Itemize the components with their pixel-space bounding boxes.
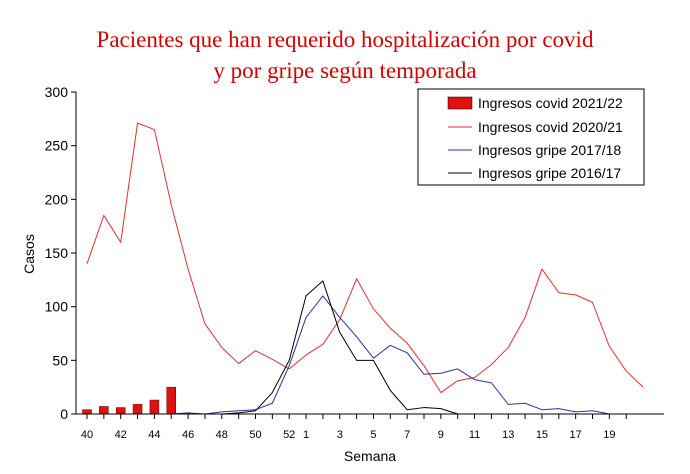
bar bbox=[115, 407, 126, 415]
x-tick-label: 50 bbox=[249, 429, 261, 441]
x-tick-label: 7 bbox=[404, 429, 410, 441]
legend-label-covid-2021-22: Ingresos covid 2021/22 bbox=[478, 95, 623, 111]
chart-title-line-1: Pacientes que han requerido hospitalizac… bbox=[97, 27, 594, 52]
bar bbox=[99, 406, 109, 415]
x-tick-label: 44 bbox=[148, 429, 160, 441]
x-axis-label: Semana bbox=[344, 448, 396, 464]
y-tick-label: 150 bbox=[45, 245, 69, 261]
y-axis: 0 50 100 150 200 250 300 bbox=[45, 84, 76, 422]
x-tick-label: 1 bbox=[303, 429, 309, 441]
legend: Ingresos covid 2021/22 Ingresos covid 20… bbox=[417, 88, 645, 186]
y-tick-label: 50 bbox=[52, 352, 68, 368]
bar bbox=[166, 386, 176, 415]
x-tick-label: 42 bbox=[115, 429, 127, 441]
y-axis-label: Casos bbox=[21, 234, 37, 274]
series-line bbox=[87, 280, 458, 415]
y-tick-label: 0 bbox=[60, 406, 68, 422]
x-tick-label: 40 bbox=[81, 429, 93, 441]
x-tick-label: 3 bbox=[337, 429, 343, 441]
x-tick-label: 9 bbox=[438, 429, 444, 441]
x-axis: 40 42 44 46 48 50 52 1 3 5 7 9 11 13 15 17 19 bbox=[81, 414, 627, 441]
legend-label-gripe-2016-17: Ingresos gripe 2016/17 bbox=[478, 165, 621, 181]
y-tick-label: 100 bbox=[45, 299, 69, 315]
legend-label-gripe-2017-18: Ingresos gripe 2017/18 bbox=[478, 142, 621, 158]
y-tick-label: 250 bbox=[45, 138, 69, 154]
bar bbox=[149, 399, 160, 415]
bar bbox=[82, 409, 92, 415]
x-tick-label: 5 bbox=[370, 429, 376, 441]
x-tick-label: 13 bbox=[502, 429, 514, 441]
x-tick-label: 15 bbox=[536, 429, 548, 441]
y-tick-label: 200 bbox=[45, 191, 69, 207]
legend-label-covid-2020-21: Ingresos covid 2020/21 bbox=[478, 119, 623, 135]
x-tick-label: 48 bbox=[216, 429, 228, 441]
y-tick-label: 300 bbox=[45, 84, 69, 100]
x-tick-label: 19 bbox=[603, 429, 615, 441]
x-tick-label: 11 bbox=[469, 429, 480, 441]
legend-swatch-covid-2021-22 bbox=[447, 96, 473, 110]
bar-series bbox=[82, 386, 176, 415]
series-line bbox=[87, 295, 610, 415]
chart-title-line-2: y por gripe según temporada bbox=[213, 58, 476, 83]
x-tick-label: 46 bbox=[182, 429, 194, 441]
x-tick-label: 52 bbox=[283, 429, 295, 441]
series-line bbox=[86, 122, 644, 394]
bar bbox=[132, 404, 143, 415]
x-tick-label: 17 bbox=[570, 429, 582, 441]
